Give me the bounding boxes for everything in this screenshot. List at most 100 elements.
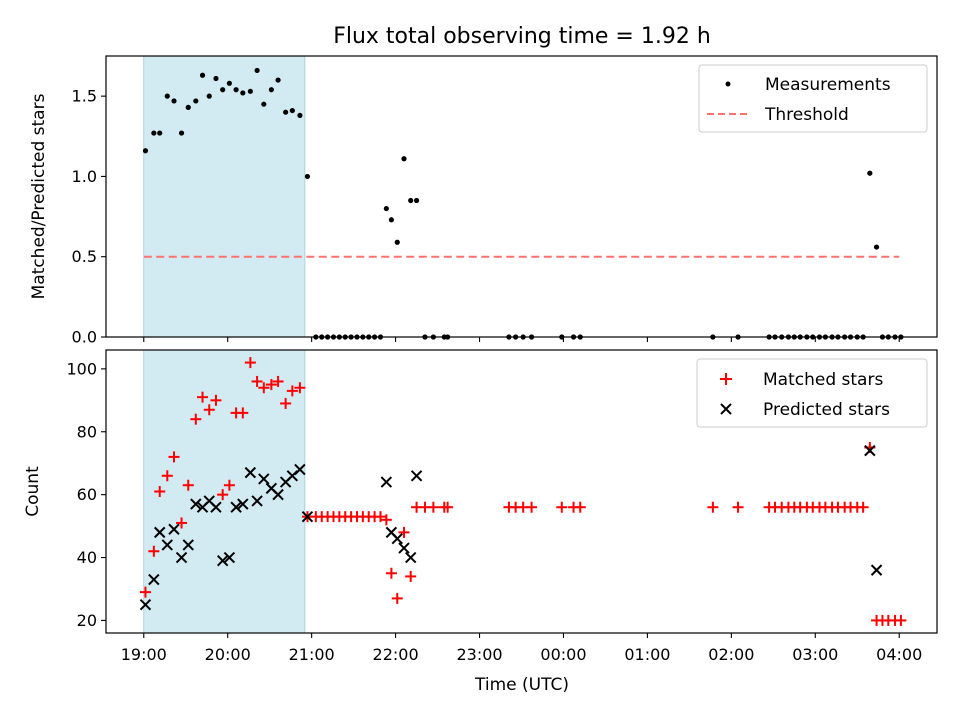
predicted-legend-marker [720,403,732,415]
matched-star-point [556,501,568,513]
predicted-star-point [223,551,236,564]
count-y-axis-label: Count [23,466,43,517]
predicted-star-point [272,488,284,501]
measurements-legend-marker [725,81,731,87]
count-panel: 20 40 60 80 100 19:00 20:00 21:00 22:00 23:00 00:… [23,349,938,695]
measurement-point [240,90,246,96]
predicted-star-point [237,498,249,510]
measurement-point [142,148,149,154]
measurement-point [873,244,880,250]
predicted-star-point [870,564,883,576]
predicted-star-point [864,444,876,457]
measurement-point [178,130,185,136]
ratio-y-axis-label: Matched/Predicted stars [29,93,49,299]
matched-star-point [398,526,410,538]
matched-star-point [427,501,439,513]
x-axis-label: Time (UTC) [474,675,569,695]
ratio-legend: Measurements Threshold [698,64,928,133]
predicted-star-point [244,466,257,479]
ratio-shaded-region [143,55,306,338]
measurement-point [213,75,219,82]
predicted-star-point [251,495,263,507]
matched-star-point [251,375,263,387]
x-tick-label: 04:00 [876,645,922,664]
predicted-star-point [404,551,417,564]
measurement-point [867,170,873,176]
count-shaded-region [143,349,306,634]
predicted-star-point [182,539,194,551]
matched-star-point [442,501,454,513]
predicted-star-point [294,463,306,476]
count-legend: Matched stars Predicted stars [696,358,928,428]
matched-star-point [526,501,538,513]
measurement-point [388,217,394,223]
matched-star-point [280,397,292,409]
predicted-star-point [139,598,152,611]
predicted-legend-label: Predicted stars [763,400,890,420]
matched-star-point [258,382,270,394]
matched-legend-marker [720,373,732,385]
measurement-point [283,109,289,115]
threshold-legend-label: Threshold [764,105,849,125]
matched-star-point [203,404,215,416]
measurement-point [254,67,260,74]
measurement-point [304,173,311,180]
matched-star-point [168,451,180,463]
measurement-point [247,88,253,94]
measurement-point [157,130,163,136]
measurement-point [401,156,407,162]
predicted-star-point [301,510,314,523]
matched-star-point [154,486,166,497]
ratio-y-tick-label: 0.0 [72,328,97,347]
chart-title: Flux total observing time = 1.92 h [333,24,711,49]
x-tick-label: 21:00 [289,645,335,664]
count-y-tick-label: 100 [66,359,97,378]
count-y-tick-label: 20 [77,611,97,630]
predicted-star-point [168,523,180,535]
matched-star-point [265,379,277,391]
measurement-point [275,77,281,83]
measurement-point [220,87,226,93]
matched-star-point [139,586,151,598]
count-y-tick-label: 40 [77,548,97,567]
measurement-point [199,72,206,78]
predicted-star-point [148,573,160,586]
measurement-point [193,98,199,104]
measurement-point [413,197,420,204]
measurement-point [185,104,191,110]
predicted-star-point [230,501,242,513]
matched-star-point [223,479,235,491]
x-tick-label: 03:00 [792,645,838,664]
predicted-star-point [190,498,202,510]
measurement-point [394,239,400,245]
matched-star-point [857,501,869,513]
measurement-point [297,112,303,119]
measurement-point [408,197,414,204]
matched-star-point [217,489,229,501]
predicted-star-point [161,539,173,551]
matched-star-point [385,567,397,579]
matched-star-point [380,514,392,526]
measurement-point [151,130,157,136]
x-tick-label: 22:00 [373,645,419,664]
x-tick-label: 01:00 [624,645,670,664]
predicted-star-point [175,551,188,564]
predicted-star-point [154,526,166,539]
predicted-star-point [410,470,423,482]
measurement-point [233,87,239,93]
ratio-panel: 0.0 0.5 1.0 1.5 Matched/Predicted stars Mea… [29,55,938,347]
matched-star-point [244,357,256,369]
matched-star-point [161,470,173,482]
matched-star-point [237,407,249,419]
matched-star-point [272,375,284,387]
matched-star-point [210,394,222,406]
matched-star-point [895,614,907,626]
measurement-point [164,93,170,99]
matched-star-point [190,413,202,425]
matched-star-point [391,592,403,604]
predicted-star-point [380,476,393,488]
x-tick-label: 19:00 [121,645,167,664]
matched-star-point [176,517,188,529]
measurement-point [289,107,295,114]
